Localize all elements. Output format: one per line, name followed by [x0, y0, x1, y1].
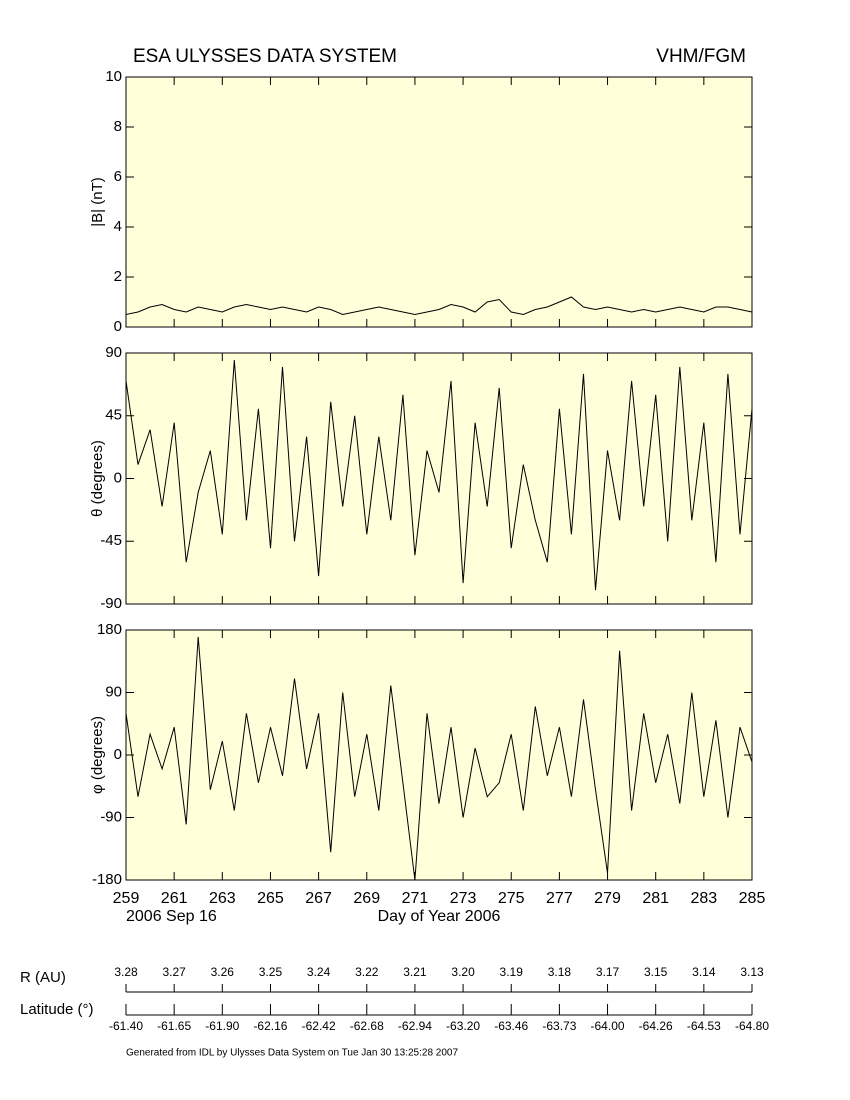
y-tick-label: -45 — [100, 532, 122, 549]
x-tick-label: 265 — [257, 890, 284, 907]
lat-label: Latitude (°) — [20, 1001, 94, 1018]
x-tick-label: 269 — [353, 890, 380, 907]
y-axis-label: φ (degrees) — [89, 716, 106, 794]
lat-value: -62.42 — [302, 1019, 336, 1033]
r-value: 3.27 — [162, 965, 186, 979]
plot-area — [125, 629, 753, 881]
x-tick-label: 263 — [209, 890, 236, 907]
x-tick-label: 261 — [161, 890, 188, 907]
lat-value: -64.00 — [591, 1019, 625, 1033]
y-tick-label: -90 — [100, 808, 122, 825]
y-tick-label: 6 — [114, 168, 122, 185]
y-tick-label: 0 — [114, 469, 122, 486]
y-tick-label: 0 — [114, 318, 122, 335]
x-tick-label: 271 — [402, 890, 429, 907]
lat-value: -61.40 — [109, 1019, 143, 1033]
r-value: 3.24 — [307, 965, 331, 979]
footer: Generated from IDL by Ulysses Data Syste… — [126, 1048, 458, 1059]
y-tick-label: -180 — [92, 871, 122, 888]
r-value: 3.21 — [403, 965, 427, 979]
y-tick-label: 4 — [114, 218, 122, 235]
lat-value: -63.73 — [542, 1019, 576, 1033]
plot-area — [125, 352, 753, 605]
y-axis-label: |B| (nT) — [89, 177, 106, 226]
x-tick-label: 275 — [498, 890, 525, 907]
lat-value: -63.46 — [494, 1019, 528, 1033]
y-axis-label: θ (degrees) — [89, 440, 106, 517]
data-line — [125, 359, 753, 591]
r-label: R (AU) — [20, 969, 66, 986]
r-value: 3.26 — [211, 965, 235, 979]
r-value: 3.20 — [451, 965, 475, 979]
r-value: 3.22 — [355, 965, 379, 979]
y-tick-label: 180 — [97, 621, 122, 638]
x-tick-label: 279 — [594, 890, 621, 907]
y-tick-label: 90 — [105, 344, 122, 361]
x-tick-label: 273 — [450, 890, 477, 907]
r-value: 3.18 — [548, 965, 572, 979]
r-value: 3.28 — [114, 965, 138, 979]
lat-value: -64.53 — [687, 1019, 721, 1033]
y-tick-label: 90 — [105, 683, 122, 700]
r-value: 3.19 — [500, 965, 524, 979]
y-tick-label: 0 — [114, 746, 122, 763]
plot-area — [125, 76, 753, 328]
x-tick-label: 277 — [546, 890, 573, 907]
y-tick-label: -90 — [100, 595, 122, 612]
lat-value: -62.16 — [253, 1019, 287, 1033]
x-tick-label: 267 — [305, 890, 332, 907]
x-tick-label: 283 — [690, 890, 717, 907]
lat-value: -61.65 — [157, 1019, 191, 1033]
y-tick-label: 10 — [105, 68, 122, 85]
x-axis-label: Day of Year 2006 — [378, 908, 501, 925]
data-line — [125, 296, 753, 316]
y-tick-label: 2 — [114, 268, 122, 285]
r-value: 3.15 — [644, 965, 668, 979]
lat-value: -64.26 — [639, 1019, 673, 1033]
x-tick-label: 285 — [739, 890, 766, 907]
r-value: 3.25 — [259, 965, 283, 979]
start-date: 2006 Sep 16 — [126, 908, 217, 925]
lat-value: -62.94 — [398, 1019, 432, 1033]
x-tick-label: 259 — [113, 890, 140, 907]
instrument: VHM/FGM — [656, 46, 746, 67]
lat-value: -63.20 — [446, 1019, 480, 1033]
r-value: 3.17 — [596, 965, 620, 979]
y-tick-label: 45 — [105, 407, 122, 424]
data-line — [125, 636, 753, 881]
lat-value: -62.68 — [350, 1019, 384, 1033]
title: ESA ULYSSES DATA SYSTEM — [133, 46, 397, 67]
lat-value: -61.90 — [205, 1019, 239, 1033]
y-tick-label: 8 — [114, 118, 122, 135]
r-value: 3.13 — [740, 965, 764, 979]
r-value: 3.14 — [692, 965, 716, 979]
x-tick-label: 281 — [642, 890, 669, 907]
lat-value: -64.80 — [735, 1019, 769, 1033]
